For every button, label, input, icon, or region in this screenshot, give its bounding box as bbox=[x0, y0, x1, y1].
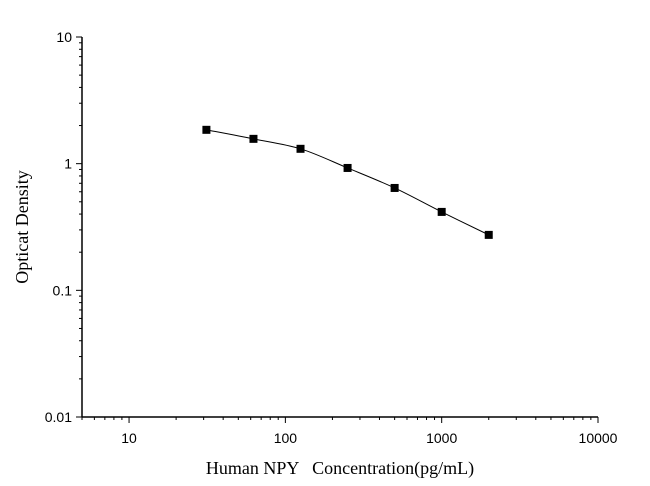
y-tick-label: 1 bbox=[64, 156, 72, 172]
data-point bbox=[202, 125, 211, 134]
x-tick-label: 10000 bbox=[579, 430, 618, 446]
data-points bbox=[202, 125, 493, 239]
data-point bbox=[484, 230, 493, 239]
x-axis-label: Human NPY Concentration(pg/mL) bbox=[206, 458, 474, 479]
axes bbox=[81, 37, 598, 418]
y-tick-label: 10 bbox=[56, 29, 72, 45]
data-point bbox=[437, 207, 446, 216]
ticks: 0.01 0.1 1 10 10 100 1000 10000 bbox=[45, 29, 618, 446]
fit-curve bbox=[206, 129, 489, 236]
data-point bbox=[390, 183, 399, 192]
x-tick-label: 1000 bbox=[426, 430, 457, 446]
data-point bbox=[296, 144, 305, 153]
y-tick-label: 0.01 bbox=[45, 409, 72, 425]
y-tick-label: 0.1 bbox=[53, 282, 73, 298]
data-point bbox=[249, 134, 258, 143]
y-axis-label: Opticat Density bbox=[12, 170, 32, 283]
x-tick-label: 10 bbox=[121, 430, 137, 446]
x-tick-label: 100 bbox=[274, 430, 298, 446]
data-point bbox=[343, 163, 352, 172]
